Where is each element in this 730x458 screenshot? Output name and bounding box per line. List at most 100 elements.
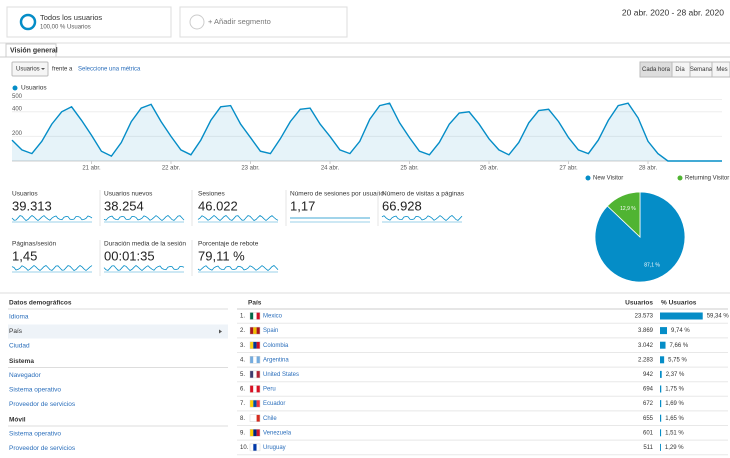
segment-box[interactable] bbox=[6, 6, 172, 38]
sparkline bbox=[11, 264, 93, 272]
y-tick-label: 200 bbox=[12, 131, 23, 137]
scorecard-value: 38.254 bbox=[104, 198, 144, 213]
date-range[interactable]: 20 abr. 2020 - 28 abr. 2020 bbox=[622, 7, 724, 17]
scorecard-label: Número de visitas a páginas bbox=[382, 191, 465, 198]
nav-item[interactable]: Sistema operativo bbox=[9, 387, 61, 394]
scorecard-label: Sesiones bbox=[198, 191, 225, 198]
select-metric[interactable]: Seleccione una métrica bbox=[78, 67, 141, 73]
nav-heading: Móvil bbox=[9, 417, 26, 424]
flag-stripe bbox=[253, 356, 257, 364]
scorecard-label: Páginas/sesión bbox=[12, 241, 56, 248]
row-rank: 10. bbox=[240, 445, 249, 451]
flag-stripe bbox=[250, 370, 254, 378]
flag-stripe bbox=[250, 400, 254, 408]
scorecard-value: 79,11 % bbox=[198, 248, 245, 263]
row-users: 601 bbox=[643, 430, 654, 436]
flag-stripe bbox=[250, 385, 254, 393]
scorecard-value: 39.313 bbox=[12, 198, 52, 213]
row-country[interactable]: Argentina bbox=[263, 357, 289, 363]
pie-legend-label: Returning Visitor bbox=[685, 176, 729, 182]
versus-label: frente a bbox=[52, 67, 73, 73]
x-tick-label: 24 abr. bbox=[321, 166, 340, 172]
x-tick-label: 28 abr. bbox=[639, 166, 658, 172]
scorecard-label: Usuarios nuevos bbox=[104, 191, 153, 198]
pie-legend-dot bbox=[677, 175, 683, 181]
scorecard-label: Duración media de la sesión bbox=[104, 241, 186, 248]
nav-item[interactable]: Ciudad bbox=[9, 343, 30, 350]
metric-select[interactable] bbox=[11, 61, 49, 77]
row-users: 942 bbox=[643, 372, 654, 378]
row-pct: 7,66 % bbox=[670, 343, 689, 349]
flag-stripe bbox=[256, 400, 260, 408]
y-tick-label: 500 bbox=[12, 94, 23, 100]
line-area bbox=[12, 103, 722, 161]
row-users: 672 bbox=[643, 401, 654, 407]
row-country[interactable]: Mexico bbox=[263, 314, 283, 320]
row-country[interactable]: Uruguay bbox=[263, 445, 286, 451]
row-rank: 7. bbox=[240, 401, 245, 407]
nav-highlight bbox=[8, 324, 228, 339]
granularity-button[interactable]: Cada hora bbox=[642, 67, 671, 73]
flag-stripe bbox=[256, 312, 260, 320]
flag-border bbox=[249, 370, 261, 379]
x-tick-label: 23 abr. bbox=[241, 166, 260, 172]
scorecard-value: 1,45 bbox=[12, 248, 37, 263]
legend-dot bbox=[12, 85, 18, 91]
x-tick-label: 27 abr. bbox=[559, 166, 578, 172]
metric-select-label[interactable]: Usuarios bbox=[16, 67, 40, 73]
pie-legend-label: New Visitor bbox=[593, 176, 623, 182]
x-tick-label: 26 abr. bbox=[480, 166, 499, 172]
row-rank: 3. bbox=[240, 343, 245, 349]
pie-label: 12,9 % bbox=[620, 206, 636, 212]
flag-stripe bbox=[256, 443, 260, 451]
add-segment-box[interactable] bbox=[179, 6, 348, 38]
row-pct: 1,75 % bbox=[665, 387, 684, 393]
flag-border bbox=[249, 443, 261, 452]
row-country[interactable]: Spain bbox=[263, 328, 278, 334]
flag-stripe bbox=[250, 327, 254, 335]
row-country[interactable]: Ecuador bbox=[263, 401, 285, 407]
pct-bar bbox=[660, 370, 662, 378]
sparkline bbox=[103, 215, 185, 222]
pct-bar bbox=[660, 443, 661, 451]
granularity-button[interactable]: Día bbox=[675, 67, 685, 73]
flag-stripe bbox=[250, 356, 254, 364]
row-country[interactable]: Colombia bbox=[263, 343, 289, 349]
row-country[interactable]: United States bbox=[263, 372, 299, 378]
flag-stripe bbox=[250, 414, 254, 422]
pie-slice bbox=[606, 191, 641, 238]
row-country[interactable]: Chile bbox=[263, 416, 277, 422]
tab-label[interactable]: Visión general bbox=[10, 47, 58, 54]
scorecard-value: 46.022 bbox=[198, 198, 238, 213]
nav-item[interactable]: Sistema operativo bbox=[9, 431, 61, 438]
row-country[interactable]: Peru bbox=[263, 387, 276, 393]
nav-item[interactable]: Idioma bbox=[9, 314, 29, 321]
granularity-button[interactable]: Mes bbox=[716, 67, 727, 73]
flag-stripe bbox=[256, 429, 260, 437]
row-pct: 9,74 % bbox=[671, 328, 690, 334]
nav-item[interactable]: País bbox=[9, 328, 23, 335]
row-rank: 5. bbox=[240, 372, 245, 378]
row-rank: 6. bbox=[240, 387, 245, 393]
flag-stripe bbox=[253, 370, 257, 378]
row-rank: 4. bbox=[240, 357, 245, 363]
flag-stripe bbox=[250, 429, 254, 437]
nav-item[interactable]: Navegador bbox=[9, 372, 42, 379]
row-rank: 1. bbox=[240, 314, 245, 320]
nav-heading: Sistema bbox=[9, 358, 34, 365]
add-segment[interactable]: + Añadir segmento bbox=[208, 17, 271, 26]
nav-item[interactable]: Proveedor de servicios bbox=[9, 445, 76, 452]
row-country[interactable]: Venezuela bbox=[263, 430, 292, 436]
pct-bar bbox=[660, 385, 662, 393]
pie-label: 87,1 % bbox=[644, 262, 660, 268]
row-pct: 59,34 % bbox=[707, 314, 730, 320]
nav-item[interactable]: Proveedor de servicios bbox=[9, 401, 76, 408]
granularity-button[interactable]: Semana bbox=[690, 67, 713, 73]
table-header: Usuarios bbox=[625, 300, 653, 307]
pct-bar bbox=[660, 312, 703, 320]
scorecard-value: 00:01:35 bbox=[104, 248, 155, 263]
x-tick-label: 21 abr. bbox=[82, 166, 101, 172]
segment-name[interactable]: Todos los usuarios bbox=[40, 13, 102, 22]
flag-border bbox=[249, 385, 261, 393]
